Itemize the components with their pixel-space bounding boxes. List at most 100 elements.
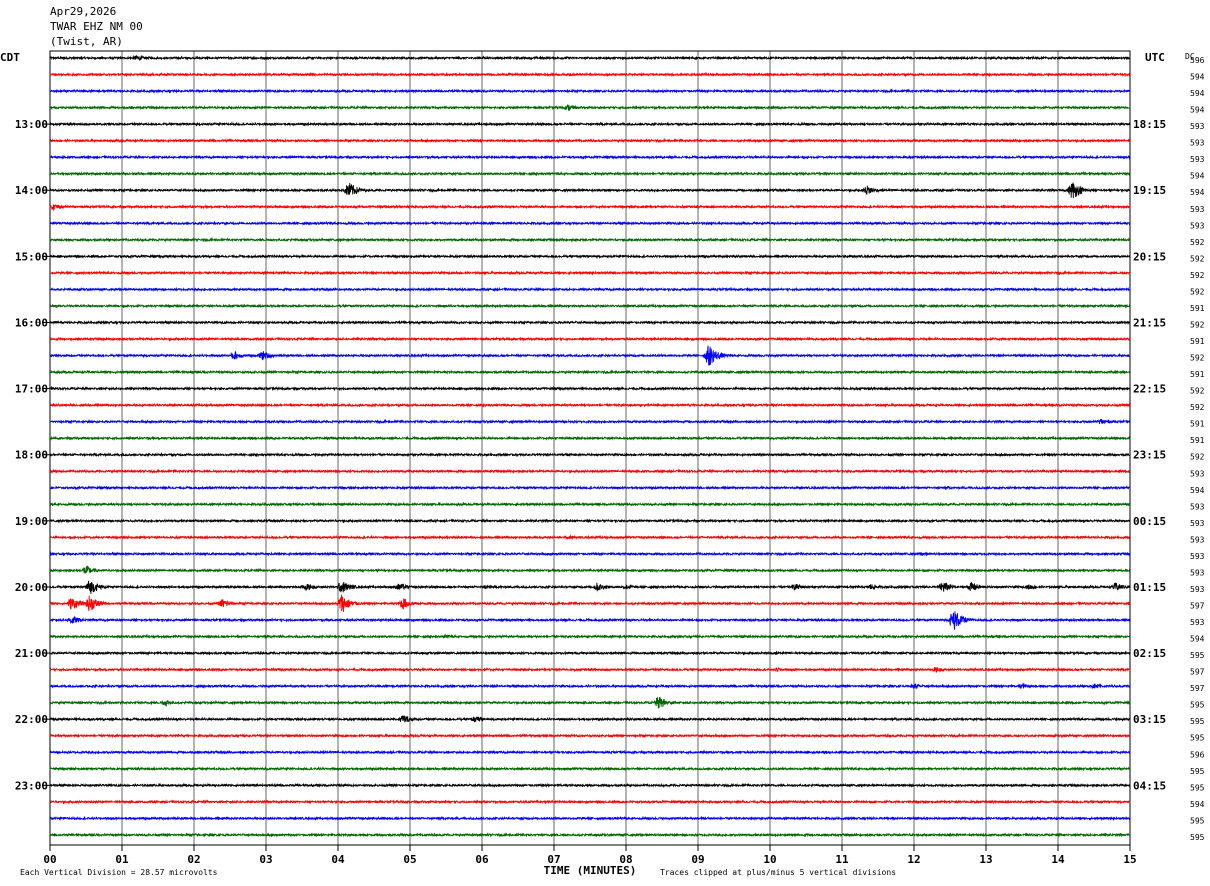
trace-row-15	[49, 303, 1131, 309]
trace-row-17	[49, 336, 1131, 342]
trace-row-22	[49, 418, 1131, 425]
left-hour-label: 20:00	[15, 581, 48, 594]
dc-offset-label: 594	[1190, 172, 1205, 181]
dc-offset-label: 592	[1190, 254, 1205, 263]
dc-offset-label: 596	[1190, 56, 1205, 65]
left-hour-label: 23:00	[15, 779, 48, 792]
trace-row-6	[49, 154, 1131, 160]
left-hour-label: 13:00	[15, 118, 48, 131]
x-tick-label: 12	[907, 853, 920, 866]
x-tick-label: 09	[691, 853, 704, 866]
trace-row-4	[49, 121, 1131, 127]
right-hour-label: 21:15	[1133, 316, 1166, 329]
dc-offset-label: 593	[1190, 502, 1205, 511]
left-hour-label: 22:00	[15, 713, 48, 726]
left-hour-label: 17:00	[15, 383, 48, 396]
plot-frame	[49, 50, 1131, 846]
dc-offset-label: 591	[1190, 304, 1205, 313]
right-hour-label: 01:15	[1133, 581, 1166, 594]
trace-row-12	[49, 253, 1131, 260]
dc-offset-label: 592	[1190, 287, 1205, 296]
trace-row-13	[49, 270, 1131, 276]
dc-offset-label: 596	[1190, 750, 1205, 759]
x-tick-label: 15	[1123, 853, 1136, 866]
trace-row-43	[49, 766, 1131, 772]
dc-offset-label: 593	[1190, 205, 1205, 214]
right-hour-label: 22:15	[1133, 383, 1166, 396]
dc-offset-label: 595	[1190, 701, 1205, 710]
right-hour-label: 23:15	[1133, 449, 1166, 462]
dc-offset-label: 593	[1190, 519, 1205, 528]
trace-row-46	[50, 815, 1131, 822]
trace-row-36	[49, 650, 1131, 656]
dc-offset-label: 592	[1190, 403, 1205, 412]
dc-offset-label: 592	[1190, 387, 1205, 396]
trace-row-21	[49, 402, 1131, 408]
trace-row-41	[49, 733, 1131, 739]
dc-offset-label: 591	[1190, 420, 1205, 429]
date-label: Apr29,2026	[50, 5, 117, 18]
x-tick-label: 07	[547, 853, 560, 866]
x-tick-label: 01	[115, 853, 129, 866]
trace-row-37	[49, 666, 1131, 673]
trace-row-40	[49, 715, 1131, 723]
trace-row-45	[49, 799, 1131, 805]
dc-offset-label: 594	[1190, 188, 1205, 197]
dc-offset-label: 595	[1190, 651, 1205, 660]
left-hour-label: 16:00	[15, 316, 48, 329]
right-hour-label: 20:15	[1133, 250, 1166, 263]
dc-offset-label: 593	[1190, 568, 1205, 577]
trace-row-47	[49, 832, 1131, 838]
x-tick-label: 04	[331, 853, 345, 866]
left-hour-label: 14:00	[15, 184, 48, 197]
location-label: (Twist, AR)	[50, 35, 123, 48]
right-hour-label: 03:15	[1133, 713, 1166, 726]
dc-offset-label: 594	[1190, 800, 1205, 809]
dc-offset-label: 591	[1190, 370, 1205, 379]
trace-row-42	[49, 749, 1131, 755]
dc-offset-label: 597	[1190, 601, 1205, 610]
trace-row-14	[49, 286, 1131, 293]
dc-offset-label: 594	[1190, 486, 1205, 495]
trace-row-18	[49, 345, 1131, 366]
dc-offset-label: 593	[1190, 585, 1205, 594]
right-axis-label: UTC	[1145, 51, 1165, 64]
vertical-division-note: Each Vertical Division = 28.57 microvolt…	[20, 868, 218, 877]
trace-row-9	[49, 204, 1131, 212]
trace-row-10	[49, 220, 1131, 226]
x-axis-label: TIME (MINUTES)	[544, 864, 637, 877]
trace-row-0	[49, 54, 1131, 61]
dc-offset-label: 597	[1190, 668, 1205, 677]
dc-offset-label: 592	[1190, 271, 1205, 280]
trace-row-33	[49, 594, 1131, 612]
trace-row-1	[49, 71, 1131, 78]
x-tick-label: 03	[259, 853, 272, 866]
x-tick-label: 05	[403, 853, 416, 866]
x-tick-label: 13	[979, 853, 992, 866]
trace-row-27	[49, 501, 1131, 507]
trace-row-44	[49, 782, 1131, 788]
left-hour-label: 18:00	[15, 449, 48, 462]
dc-offset-label: 593	[1190, 122, 1205, 131]
dc-label: DC	[1185, 52, 1195, 61]
dc-offset-label: 595	[1190, 734, 1205, 743]
left-axis-label: CDT	[0, 51, 20, 64]
trace-row-38	[49, 682, 1131, 690]
right-hour-label: 02:15	[1133, 647, 1166, 660]
left-hour-label: 21:00	[15, 647, 48, 660]
dc-offset-label: 592	[1190, 453, 1205, 462]
trace-row-7	[49, 171, 1131, 177]
right-hour-label: 19:15	[1133, 184, 1166, 197]
trace-row-25	[49, 468, 1131, 474]
x-tick-label: 06	[475, 853, 489, 866]
dc-offset-label: 594	[1190, 106, 1205, 115]
dc-offset-label: 591	[1190, 337, 1205, 346]
x-tick-label: 02	[187, 853, 200, 866]
clipping-note: Traces clipped at plus/minus 5 vertical …	[660, 868, 896, 877]
dc-offset-label: 592	[1190, 320, 1205, 329]
trace-row-31	[49, 565, 1131, 574]
x-tick-label: 00	[43, 853, 56, 866]
x-tick-label: 11	[835, 853, 849, 866]
x-tick-label: 14	[1051, 853, 1065, 866]
